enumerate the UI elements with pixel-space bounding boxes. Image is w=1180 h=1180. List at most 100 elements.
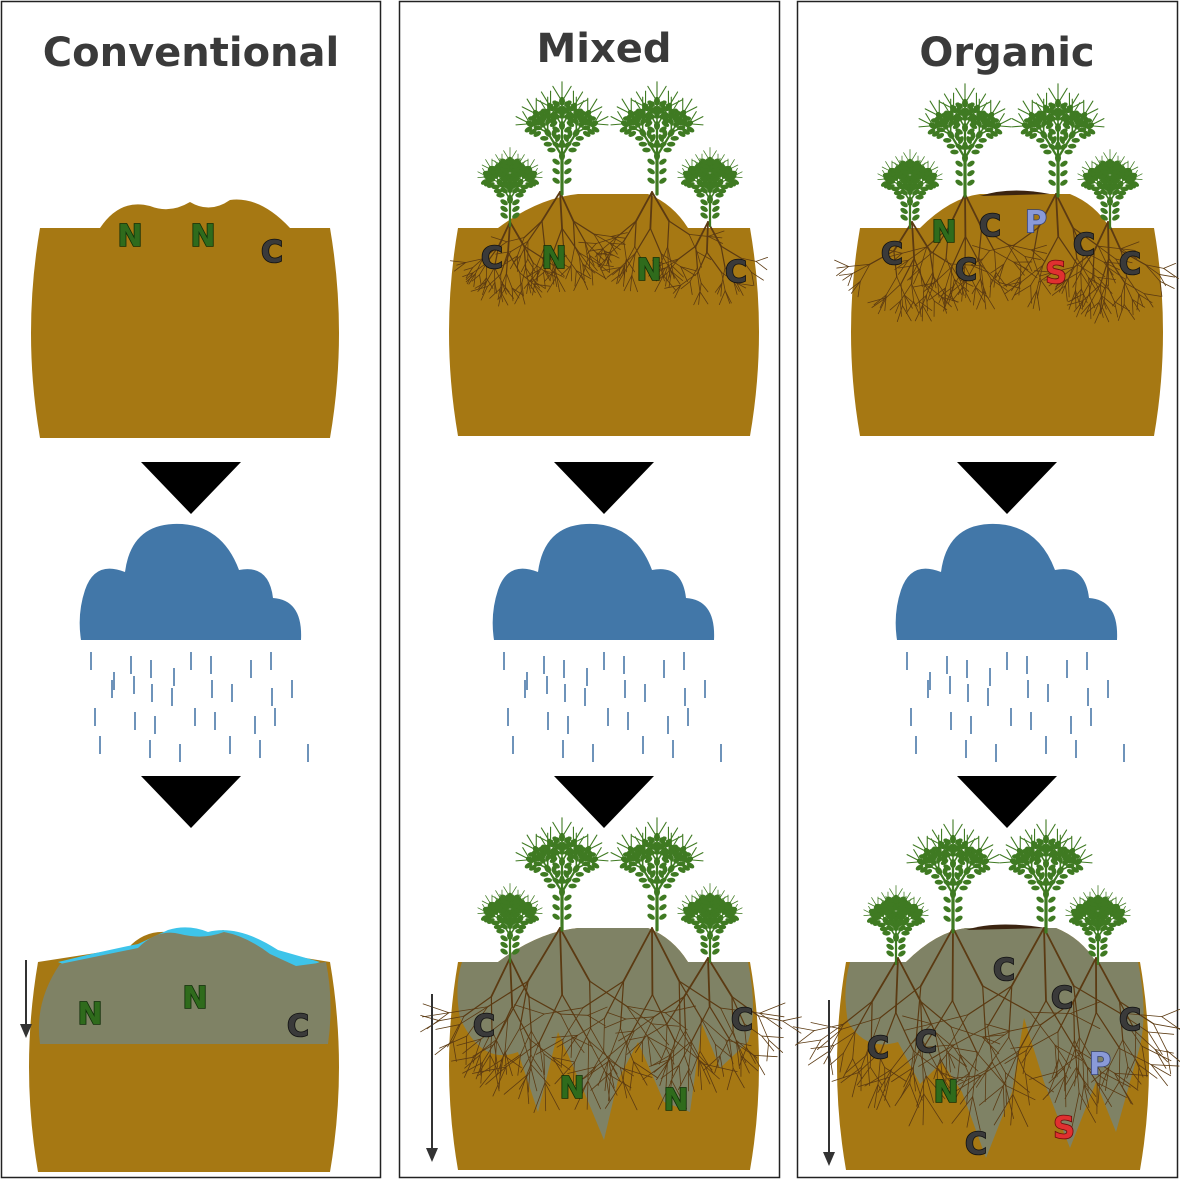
root-line [491,1030,504,1056]
plant-stem [1077,861,1093,864]
plant-stem [913,897,921,909]
plant-leaf [640,113,649,119]
plant-leaf [581,861,591,867]
plant-leaf [500,948,508,955]
root-line [647,1036,662,1059]
root-line [718,290,726,306]
root-line [794,1030,815,1046]
root-line [867,1084,879,1109]
root-line [1059,266,1075,279]
root-line [578,252,593,271]
plant-leaf [540,135,549,141]
root-line [454,262,467,272]
plant-leaf [1100,183,1108,191]
plant-leaf [575,871,584,877]
root-line [518,1075,527,1100]
plant-leaf [1036,850,1044,857]
plant-stem [616,842,632,851]
root-line [869,1039,872,1068]
plant-leaf [868,908,878,914]
plant-leaf [943,838,951,845]
root-line [1150,1064,1180,1067]
root-line [670,271,684,281]
plant-leaf [912,201,920,208]
plant-stem [1077,849,1086,863]
root-line [517,237,525,257]
root-line [617,270,626,284]
plant-leaf [573,845,582,850]
plant-leaf [1100,925,1108,932]
root-line [871,297,887,308]
root-line [439,1035,468,1049]
plant-leaf [900,189,908,196]
plant-leaf [936,127,946,133]
root-line [1073,985,1080,1038]
root-line [913,268,921,285]
plant-leaf [682,906,692,912]
root-line [651,263,664,273]
plant-leaf [659,869,667,877]
root-line [556,1034,578,1048]
plant-stem [682,106,698,115]
plant-leaf [970,120,980,126]
root-line [669,1040,693,1060]
plant-leaf [1070,908,1080,914]
root-line [1120,276,1128,296]
root-line [670,1064,680,1083]
root-line [947,193,966,229]
rain-cloud [79,523,309,762]
plant-stem [593,847,602,861]
plant-roots [985,957,1180,1111]
plant-leaf [900,183,908,191]
root-line [470,286,488,292]
root-line [957,1054,961,1079]
root-line [559,927,564,996]
root-line [670,271,681,285]
root-line [580,274,589,290]
plant-stem [552,85,563,102]
root-line [966,257,980,280]
plant-leaf [938,856,948,862]
plant-leaf [943,896,951,903]
plant-leaf [1083,118,1093,123]
plant-stem [1057,87,1068,104]
root-line [634,246,645,266]
plant-stem [485,159,493,171]
root-line [615,220,637,239]
root-line [980,264,985,292]
plant-leaf [564,106,572,113]
root-line [910,257,915,285]
root-line [866,1054,871,1087]
plant-leaf [642,147,651,153]
root-line [896,276,905,296]
root-line [625,1016,655,1020]
root-line [570,1036,573,1058]
root-line [1025,1024,1042,1051]
root-line [707,230,725,237]
plant-leaf [955,850,963,857]
root-line [1021,1045,1033,1064]
root-line [680,266,698,272]
plant-leaf [659,904,667,911]
root-line [1027,290,1038,308]
root-line [583,258,589,274]
plant-leaf [955,179,963,186]
root-line [1085,301,1100,314]
root-line [688,233,709,237]
plant-stem [1005,844,1021,853]
plant-stem [1018,113,1027,127]
plant-leaf [564,158,572,165]
plant-leaf [917,916,926,923]
root-line [624,253,636,272]
root-line [951,235,967,268]
root-line [1025,1073,1030,1106]
root-line [782,1020,802,1034]
plant-leaf [1041,115,1050,121]
plant-leaf [552,869,560,877]
root-line [589,980,628,1007]
root-line [962,286,972,303]
plant-leaf [898,896,906,903]
root-line [884,1067,907,1082]
root-line [879,985,922,1019]
plant-leaf [943,864,951,871]
